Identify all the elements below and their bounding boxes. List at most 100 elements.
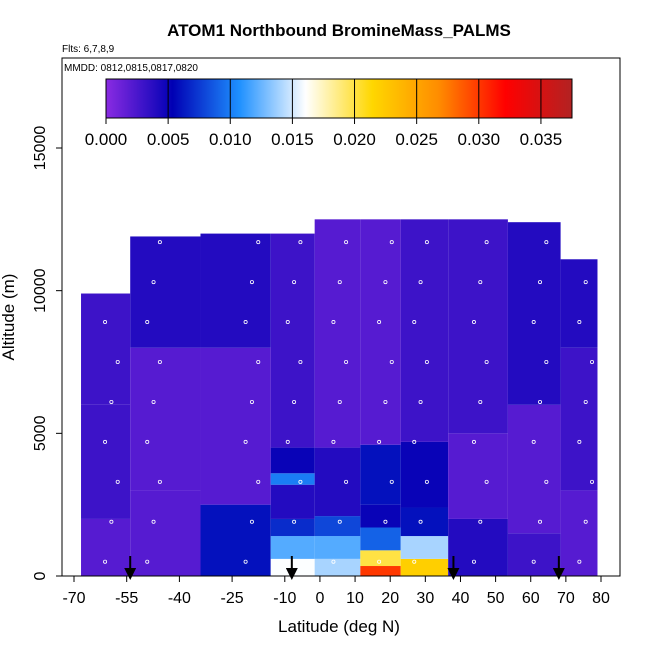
sample-dot <box>103 320 108 325</box>
sample-dot <box>292 280 297 285</box>
sample-dot <box>484 479 489 484</box>
sample-dot <box>544 359 549 364</box>
plot-frame <box>61 57 621 577</box>
sample-dot <box>471 559 476 564</box>
sample-dot <box>538 519 543 524</box>
heatmap-cell <box>314 536 361 559</box>
sample-dot <box>577 439 582 444</box>
x-tick-label: 40 <box>452 590 470 607</box>
x-tick-label: -10 <box>273 590 296 607</box>
sample-dot <box>243 439 248 444</box>
heatmap-cell <box>314 219 361 448</box>
sample-dot <box>412 559 417 564</box>
heatmap-cell <box>507 533 561 576</box>
x-tick-label: 0 <box>315 590 324 607</box>
sample-dot <box>249 280 254 285</box>
chart-title: ATOM1 Northbound BromineMass_PALMS <box>167 21 511 40</box>
sample-dot <box>383 519 388 524</box>
heatmap-cell <box>200 504 271 576</box>
sample-dot <box>538 280 543 285</box>
y-axis-label: Altitude (m) <box>0 274 18 361</box>
sample-dot <box>145 439 150 444</box>
sample-dot <box>243 559 248 564</box>
colorbar-gradient <box>105 78 573 119</box>
sample-dot <box>157 479 162 484</box>
x-axis-label: Latitude (deg N) <box>278 617 400 636</box>
heatmap-cell <box>81 404 131 519</box>
heatmap-cell <box>270 233 315 448</box>
colorbar-tick-label: 0.025 <box>395 130 438 149</box>
heatmap-cell <box>270 536 315 559</box>
sample-dot <box>424 240 429 245</box>
sample-dot <box>151 519 156 524</box>
heatmap-cell <box>400 441 449 508</box>
sample-dot <box>583 399 588 404</box>
sample-dot <box>337 519 342 524</box>
colorbar-tick-label: 0.005 <box>147 130 190 149</box>
sample-dot <box>412 320 417 325</box>
x-tick-label: -25 <box>221 590 244 607</box>
sample-dot <box>478 519 483 524</box>
x-tick-label: 10 <box>346 590 364 607</box>
colorbar-tick-label: 0.020 <box>333 130 376 149</box>
colorbar-tick-label: 0.000 <box>85 130 128 149</box>
sample-dot <box>383 399 388 404</box>
sample-dot <box>256 479 261 484</box>
sample-dot <box>389 359 394 364</box>
heatmap-cell <box>560 347 598 491</box>
colorbar: 0.000 0.005 0.010 0.015 0.020 0.025 0.030 0.035 <box>85 78 573 149</box>
sample-dot <box>331 439 336 444</box>
sample-dot <box>412 439 417 444</box>
sample-dot <box>471 439 476 444</box>
dates-label: MMDD: 0812,0815,0817,0820 <box>64 63 198 74</box>
colorbar-tick-label: 0.015 <box>271 130 314 149</box>
heatmap-cell <box>314 516 361 537</box>
sample-dot <box>115 479 120 484</box>
heatmap-cell <box>400 507 449 537</box>
sample-dot <box>538 399 543 404</box>
sample-dot <box>590 359 595 364</box>
sample-dot <box>531 439 536 444</box>
heatmap-cell <box>400 536 449 559</box>
sample-dot <box>115 359 120 364</box>
heatmap-layer <box>81 219 598 576</box>
heatmap-cell <box>560 259 598 348</box>
sample-dot <box>256 240 261 245</box>
sample-dot <box>285 439 290 444</box>
sample-dot <box>344 359 349 364</box>
sample-dot <box>544 479 549 484</box>
y-tick-label: 0 <box>32 571 49 580</box>
sample-dot <box>103 559 108 564</box>
heatmap-cell <box>360 566 401 576</box>
sample-dot <box>544 240 549 245</box>
heatmap-cell <box>200 347 271 505</box>
heatmap-cell <box>360 444 401 505</box>
sample-dot <box>478 399 483 404</box>
sample-dot <box>249 519 254 524</box>
sample-dot <box>590 479 595 484</box>
sample-dot <box>298 359 303 364</box>
x-tick-label: 20 <box>381 590 399 607</box>
sample-dot <box>344 479 349 484</box>
x-tick-label: 80 <box>592 590 610 607</box>
x-tick-label: 30 <box>416 590 434 607</box>
heatmap-cell <box>507 404 561 534</box>
sample-dot <box>151 280 156 285</box>
x-tick-label: 70 <box>557 590 575 607</box>
sample-dot <box>337 280 342 285</box>
sample-dot <box>418 399 423 404</box>
sample-dot <box>145 559 150 564</box>
sample-dot <box>151 399 156 404</box>
heatmap-cell <box>270 484 315 519</box>
heatmap-cell <box>448 219 508 434</box>
sample-dot <box>484 240 489 245</box>
heatmap-cell <box>314 447 361 517</box>
y-tick-label: 15000 <box>32 126 49 171</box>
x-tick-label: -40 <box>168 590 191 607</box>
sample-dot <box>531 559 536 564</box>
heatmap-cell <box>360 527 401 551</box>
sample-dot <box>285 320 290 325</box>
sample-dot <box>103 439 108 444</box>
heatmap-cell <box>360 219 401 445</box>
